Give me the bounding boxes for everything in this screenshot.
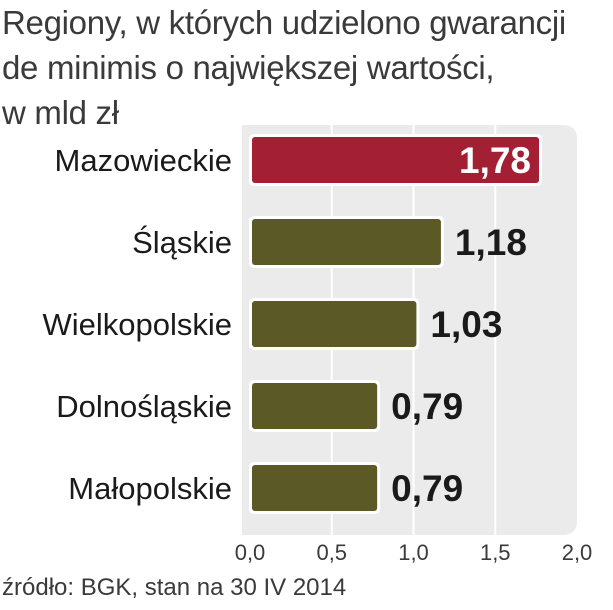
bar [252,383,378,429]
chart-title-line-2: de minimis o największej wartości, [2,49,495,86]
category-label: Małopolskie [68,471,232,506]
x-tick-label: 1,5 [480,540,511,565]
bar-value-label: 1,03 [430,304,502,345]
category-label: Dolnośląskie [56,389,232,424]
bar [252,465,378,511]
chart-title-line-1: Regiony, w których udzielono gwarancji [2,4,566,41]
x-tick-label: 0,5 [316,540,347,565]
x-tick-label: 0,0 [235,540,266,565]
bar-highlight [252,137,540,183]
source-note: źródło: BGK, stan na 30 IV 2014 [2,574,347,601]
category-label: Wielkopolskie [42,307,232,342]
x-tick-label: 1,0 [398,540,429,565]
chart-title: Regiony, w których udzielono gwarancji d… [2,0,613,135]
bar-value-label: 0,79 [391,468,463,509]
x-tick-label: 2,0 [562,540,593,565]
bar [252,301,417,347]
bar-value-label: 1,78 [459,140,531,181]
category-label: Mazowieckie [55,143,232,178]
bar-value-label: 0,79 [391,386,463,427]
chart-title-line-3: w mld zł [2,94,119,131]
category-label: Śląskie [132,224,232,260]
bar-value-label: 1,18 [455,222,527,263]
bar [252,219,441,265]
